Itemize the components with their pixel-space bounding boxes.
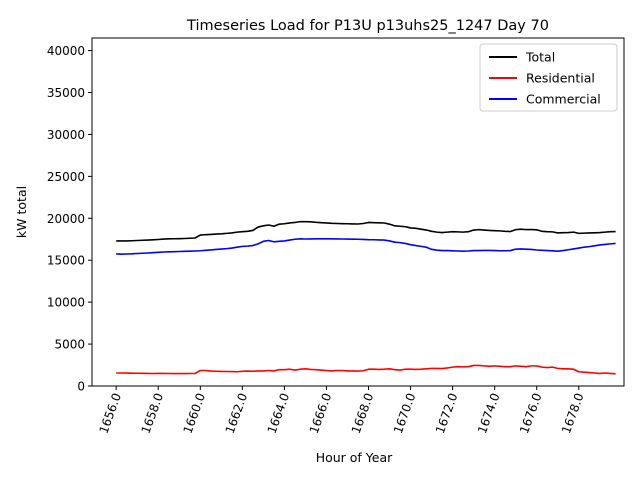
plot-frame bbox=[91, 37, 625, 387]
x-axis-label: Hour of Year bbox=[316, 450, 393, 465]
series-line-residential bbox=[116, 364, 616, 375]
y-tick-label: 30000 bbox=[47, 128, 85, 142]
y-tick-label: 0 bbox=[77, 380, 85, 394]
y-tick-label: 25000 bbox=[47, 170, 85, 184]
series-line-commercial bbox=[116, 238, 616, 255]
legend: Total Residential Commercial bbox=[479, 43, 618, 112]
chart-title: Timeseries Load for P13U p13uhs25_1247 D… bbox=[186, 18, 549, 34]
y-tick-label: 10000 bbox=[47, 296, 85, 310]
legend-label: Residential bbox=[526, 71, 595, 86]
y-tick-label: 20000 bbox=[47, 212, 85, 226]
y-tick-label: 15000 bbox=[47, 254, 85, 268]
legend-label: Commercial bbox=[526, 92, 601, 107]
y-tick-label: 40000 bbox=[47, 44, 85, 58]
legend-box bbox=[479, 43, 618, 112]
y-tick-label: 5000 bbox=[54, 338, 85, 352]
y-axis-label: kW total bbox=[14, 186, 29, 238]
legend-label: Total bbox=[525, 50, 555, 65]
series-layer bbox=[116, 220, 616, 375]
y-tick-label: 35000 bbox=[47, 86, 85, 100]
series-line-total bbox=[116, 220, 616, 242]
